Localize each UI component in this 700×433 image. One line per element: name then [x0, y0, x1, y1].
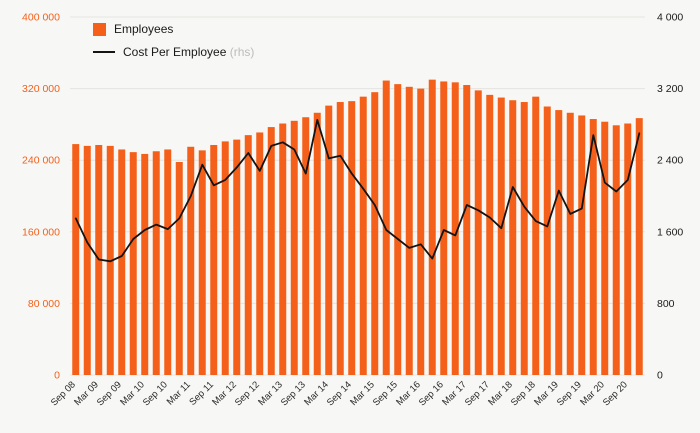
left-axis-tick-label: 320 000: [22, 83, 60, 95]
x-axis-tick-label: Sep 18: [509, 379, 538, 408]
employees-bar: [555, 110, 563, 375]
legend-item-cost-per-employee: Cost Per Employee (rhs): [93, 45, 254, 59]
employees-bar: [578, 115, 586, 375]
legend-label-employees: Employees: [114, 22, 174, 36]
employees-bar: [474, 90, 482, 375]
cost-per-employee-line: [74, 119, 641, 263]
employees-bar: [509, 100, 517, 376]
x-axis-tick-label: Sep 15: [371, 379, 400, 408]
x-axis-tick-label: Sep 12: [233, 379, 262, 408]
employees-bar: [566, 112, 574, 375]
employees-bar: [290, 120, 298, 375]
x-axis-tick-label: Sep 11: [187, 379, 216, 408]
employees-bar: [612, 125, 620, 375]
cost-line-swatch-icon: [93, 51, 115, 53]
employees-bar: [187, 146, 195, 375]
employees-bar: [129, 152, 137, 375]
left-axis-tick-label: 240 000: [22, 155, 60, 167]
x-axis-tick-label: Sep 09: [95, 379, 124, 408]
x-axis-tick-label: Sep 08: [49, 379, 78, 408]
left-axis-tick-label: 160 000: [22, 226, 60, 238]
right-axis-tick-label: 1 600: [657, 226, 683, 238]
right-axis-tick-label: 0: [657, 370, 663, 382]
x-axis-tick-label: Sep 16: [417, 379, 446, 408]
legend-label-cost: Cost Per Employee (rhs): [123, 45, 254, 59]
employees-bar: [336, 102, 344, 376]
left-axis-tick-label: 400 000: [22, 12, 60, 24]
employees-bar: [256, 132, 264, 375]
x-axis-tick-label: Sep 17: [463, 379, 492, 408]
employees-bar: [244, 135, 252, 375]
employees-bar: [428, 79, 436, 376]
employees-bar: [405, 86, 413, 375]
employees-bar: [233, 139, 241, 375]
employees-bar: [164, 149, 172, 375]
employees-bar: [371, 92, 379, 376]
x-axis-tick-label: Sep 13: [279, 379, 308, 408]
right-axis-tick-label: 4 000: [657, 12, 683, 24]
employees-bar: [440, 81, 448, 375]
employees-bar: [175, 161, 183, 375]
employees-bar: [302, 117, 310, 376]
employees-bar: [520, 102, 528, 376]
x-axis-tick-label: Mar 11: [165, 379, 193, 407]
legend: Employees Cost Per Employee (rhs): [93, 22, 254, 59]
employees-bar: [152, 151, 160, 375]
employees-swatch-icon: [93, 22, 106, 36]
employees-bar: [198, 150, 206, 375]
employees-bar: [451, 82, 459, 376]
employees-bar: [279, 123, 287, 375]
employees-bar: [624, 123, 632, 375]
employees-bar: [589, 119, 597, 375]
legend-item-employees: Employees: [93, 22, 254, 36]
employees-bar: [359, 96, 367, 375]
legend-label-cost-text: Cost Per Employee: [123, 45, 227, 59]
employees-bar: [417, 88, 425, 375]
right-axis-tick-label: 2 400: [657, 155, 683, 167]
employees-bar: [267, 127, 275, 376]
employees-bar: [72, 144, 80, 375]
employees-bar: [83, 145, 91, 375]
employees-bar: [486, 94, 494, 376]
employees-bar: [601, 121, 609, 375]
left-axis-tick-label: 80 000: [28, 298, 60, 310]
employees-bar: [532, 96, 540, 375]
employees-bar: [313, 112, 321, 375]
employees-bar: [635, 118, 643, 375]
employees-bar: [325, 105, 333, 375]
employees-bar: [118, 149, 126, 375]
x-axis-tick-label: Sep 20: [601, 379, 630, 408]
employees-bar: [543, 106, 551, 375]
left-axis-tick-label: 0: [54, 370, 60, 382]
x-axis-tick-label: Sep 10: [141, 379, 170, 408]
x-axis-tick-label: Sep 14: [325, 379, 354, 408]
employees-bar: [463, 85, 471, 376]
employees-bar: [348, 101, 356, 375]
right-axis-tick-label: 3 200: [657, 83, 683, 95]
legend-rhs-suffix: (rhs): [229, 45, 255, 59]
employees-bar: [394, 84, 402, 375]
x-axis-tick-label: Sep 19: [555, 379, 584, 408]
employees-bar: [497, 97, 505, 376]
employees-bar: [141, 153, 149, 375]
right-axis-tick-label: 800: [657, 298, 675, 310]
employees-bar: [221, 141, 229, 375]
employees-bar: [210, 144, 218, 375]
